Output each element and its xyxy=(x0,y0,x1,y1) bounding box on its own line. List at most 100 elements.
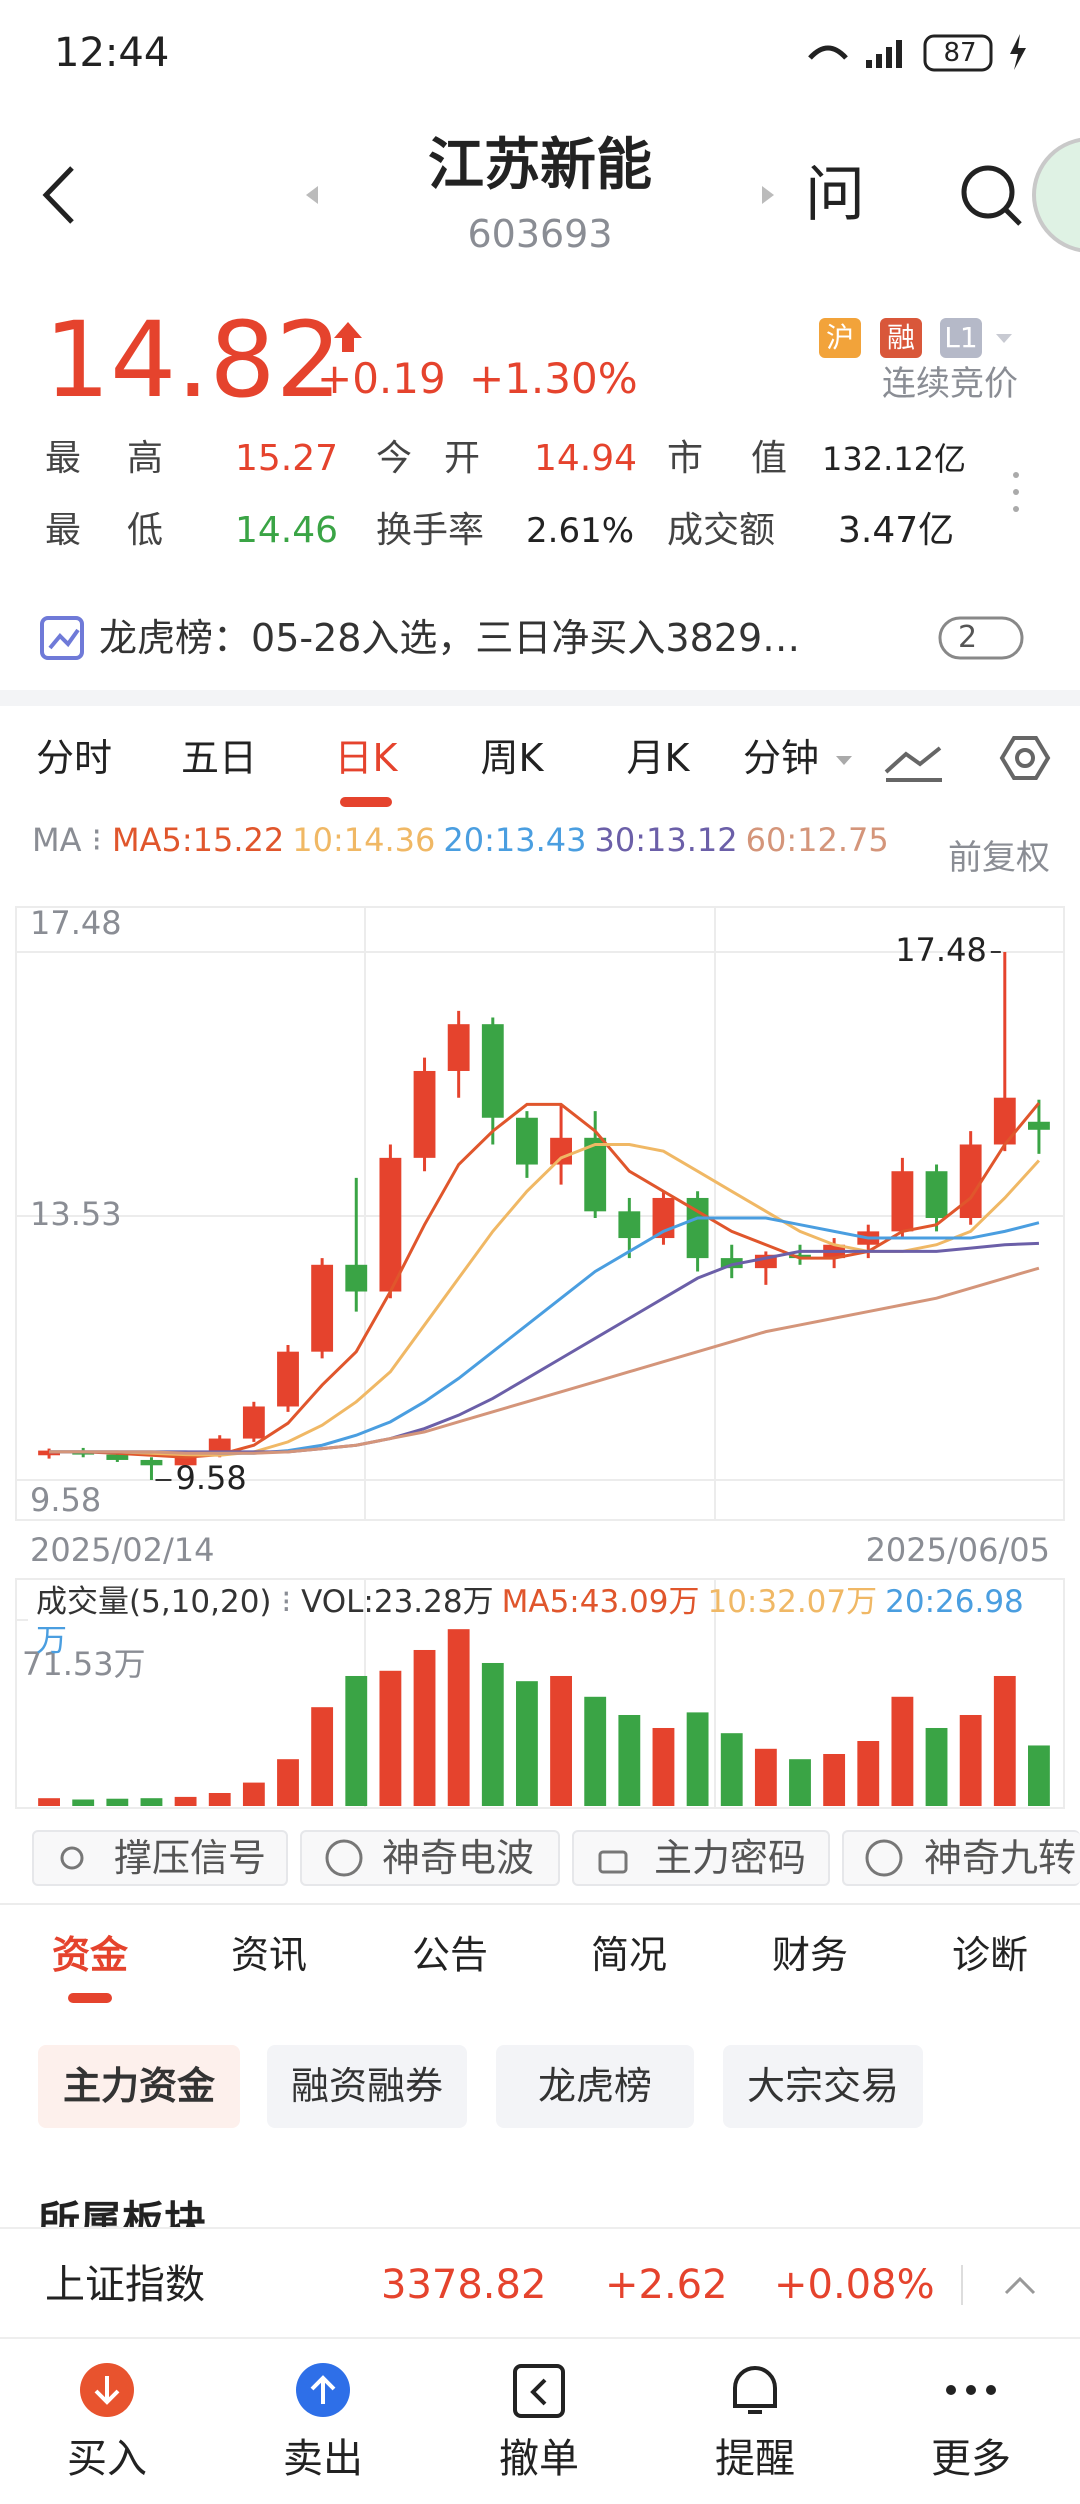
dropdown-icon xyxy=(836,756,852,765)
ma-legend: MA ⁝ MA5:15.22 10:14.36 20:13.43 30:13.12 60… xyxy=(32,822,972,859)
assistant-bubble[interactable] xyxy=(1032,137,1080,253)
chart-tab[interactable]: 分钟 xyxy=(742,736,820,780)
volume-bar xyxy=(857,1740,880,1806)
stock-name: 江苏新能 xyxy=(428,133,652,198)
volume-bar xyxy=(140,1798,163,1806)
signal-bar xyxy=(866,60,872,68)
ma-legend-item: 20:13.43 xyxy=(443,821,587,859)
ma-legend-item: 10:14.36 xyxy=(292,821,436,859)
volume-bar xyxy=(72,1799,95,1806)
up-arrow xyxy=(334,322,362,352)
prev-icon[interactable] xyxy=(306,186,318,204)
info-tab[interactable]: 公告 xyxy=(411,1933,489,1977)
volume-bar xyxy=(242,1782,265,1806)
search-icon[interactable] xyxy=(961,165,1015,219)
chart-tab[interactable]: 五日 xyxy=(180,736,258,780)
info-tab[interactable]: 简况 xyxy=(590,1933,668,1977)
settings-icon-center xyxy=(1015,748,1035,768)
chart-tab-active[interactable]: 日K xyxy=(334,736,398,780)
candle-body xyxy=(311,1264,334,1352)
next-icon[interactable] xyxy=(762,186,774,204)
nav-item[interactable]: 撤单 xyxy=(499,2436,579,2482)
sub-tab[interactable]: 龙虎榜 xyxy=(496,2045,694,2128)
volume-bar xyxy=(925,1727,948,1806)
expand-icon[interactable] xyxy=(1004,2276,1036,2295)
status-time: 12:44 xyxy=(54,30,170,76)
nav-item[interactable]: 更多 xyxy=(931,2436,1011,2482)
volume-bar xyxy=(311,1707,334,1806)
nav-item[interactable]: 卖出 xyxy=(283,2436,363,2482)
volume-bar xyxy=(789,1759,811,1806)
nav-item[interactable]: 提醒 xyxy=(715,2436,795,2482)
info-tab[interactable]: 财务 xyxy=(771,1933,849,1977)
chart-tab[interactable]: 月K xyxy=(626,736,690,780)
index-bar-icons xyxy=(961,2265,1036,2305)
stock-code: 603693 xyxy=(467,212,613,256)
info-tab[interactable]: 资讯 xyxy=(230,1933,308,1977)
sub-tab-active[interactable]: 主力资金 xyxy=(38,2045,240,2128)
volume-bar xyxy=(208,1792,231,1806)
high-annotation: 17.48 xyxy=(895,931,987,969)
bottom-nav: 买入 卖出 撤单 提醒 更多 xyxy=(0,2344,1080,2504)
stat-label-text: 市值 xyxy=(667,438,787,479)
sub-tab[interactable]: 大宗交易 xyxy=(723,2045,923,2128)
dragon-tiger-text: 05-28入选，三日净买入3829… xyxy=(251,616,801,660)
dragon-tiger-label: 龙虎榜： xyxy=(99,616,252,660)
legend-separator: ⁝ xyxy=(271,1584,302,1620)
count-badge[interactable] xyxy=(938,616,1024,660)
x-label-end: 2025/06/05 xyxy=(865,1531,1050,1569)
ma-legend-title: MA xyxy=(32,821,82,859)
indicator-button[interactable]: 神奇电波 xyxy=(300,1830,560,1886)
nav-item[interactable]: 买入 xyxy=(67,2436,147,2482)
stat-label-text: 最高 xyxy=(45,438,163,479)
chart-icon-line xyxy=(48,628,80,650)
indicator-button[interactable]: 撑压信号 xyxy=(32,1830,288,1886)
ma-line xyxy=(49,1241,1039,1454)
candle-body xyxy=(925,1171,948,1219)
settings-icon[interactable] xyxy=(999,736,1051,780)
icon xyxy=(60,1846,84,1870)
candle-body xyxy=(379,1157,402,1292)
cancel-arrow xyxy=(530,2378,547,2406)
stat-value: 2.61% xyxy=(526,511,635,551)
stat-label: 成交额 xyxy=(667,510,776,551)
back-icon[interactable] xyxy=(42,166,74,224)
tab-underline xyxy=(340,797,392,807)
volume-bar xyxy=(174,1796,197,1806)
indicator-icons xyxy=(60,1839,903,1877)
tab-underline xyxy=(68,1993,112,2003)
stat-value: 132.12亿 xyxy=(822,440,966,478)
info-tab-active[interactable]: 资金 xyxy=(51,1933,129,1977)
more-dots[interactable] xyxy=(1013,472,1019,512)
adjust-mode[interactable]: 前复权 xyxy=(948,838,1050,878)
charging-icon xyxy=(1010,34,1026,70)
index-bar[interactable]: 上证指数 3378.82 +2.62 +0.08% xyxy=(0,2227,1080,2339)
info-tab[interactable]: 诊断 xyxy=(951,1933,1029,1977)
volume-title: 成交量(5,10,20) xyxy=(36,1584,272,1620)
candle-body xyxy=(345,1264,368,1292)
stat-value: 3.47亿 xyxy=(838,510,955,551)
ask-button[interactable]: 问 xyxy=(805,160,865,230)
separator xyxy=(0,690,1080,706)
draw-tool-icon[interactable] xyxy=(884,746,942,782)
cancel-icon xyxy=(513,2364,565,2418)
volume-bar xyxy=(686,1712,709,1806)
dragon-tiger[interactable]: 龙虎榜：05-28入选，三日净买入3829… xyxy=(99,619,800,657)
icon xyxy=(865,1839,903,1877)
index-value: 3378.82 xyxy=(381,2262,547,2308)
ma-legend-item: 30:13.12 xyxy=(594,821,738,859)
chart-tab[interactable]: 分时 xyxy=(35,736,113,780)
stat-label: 市值 xyxy=(667,441,787,477)
volume-legend-item: MA5:43.09万 xyxy=(501,1584,700,1620)
volume-bar xyxy=(720,1733,743,1806)
sub-tab[interactable]: 融资融券 xyxy=(267,2045,467,2128)
indicator-button[interactable]: 主力密码 xyxy=(572,1830,830,1886)
ma-line xyxy=(49,1142,1041,1457)
volume-bar xyxy=(1028,1745,1050,1806)
volume-bar xyxy=(345,1675,368,1806)
chart-tab[interactable]: 周K xyxy=(480,736,544,780)
stat-label: 今开 xyxy=(376,441,480,477)
indicator-button[interactable]: 神奇九转 xyxy=(842,1830,1080,1886)
